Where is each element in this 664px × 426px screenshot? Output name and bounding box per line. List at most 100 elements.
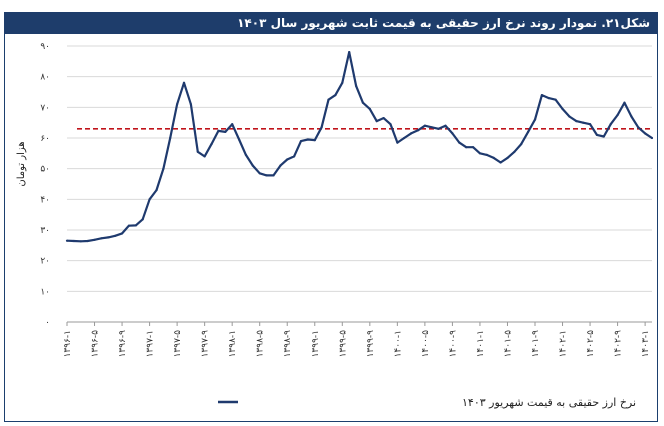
data-point <box>306 138 309 141</box>
x-tick-label: ۱۴۰۰-۹ <box>448 330 458 358</box>
data-point <box>465 146 468 149</box>
data-point <box>416 129 420 132</box>
x-tick-label: ۱۳۹۸-۱ <box>228 330 238 357</box>
data-point <box>196 150 199 153</box>
data-point <box>458 141 461 144</box>
data-point <box>65 239 69 242</box>
x-tick-label: ۱۴۰۱-۱ <box>476 330 486 357</box>
y-tick-label: ۲۰ <box>40 257 50 267</box>
data-point <box>286 158 289 161</box>
y-tick-label: ۷۰ <box>40 103 50 113</box>
data-point <box>265 174 268 177</box>
y-tick-label: ۶۰ <box>40 134 50 144</box>
data-point <box>430 126 433 129</box>
data-point <box>561 107 564 110</box>
x-tick-label: ۱۳۹۷-۱ <box>146 330 156 357</box>
data-point <box>72 239 75 243</box>
data-point <box>93 238 96 241</box>
data-point <box>403 136 406 140</box>
data-point <box>79 240 82 243</box>
data-point <box>540 94 544 97</box>
grid-lines <box>67 45 652 323</box>
x-tick-label: ۱۴۰۱-۹ <box>531 330 541 358</box>
data-point <box>327 98 330 101</box>
x-axis-ticks: ۱۳۹۶-۱ ۱۳۹۶-۵ ۱۳۹۶-۹ ۱۳۹۷-۱ ۱۳۹۷-۵ ۱۳۹۷-۹ ۱۳۹۸… <box>63 322 651 358</box>
data-point <box>492 156 495 159</box>
data-point <box>272 174 275 177</box>
data-point <box>630 115 633 118</box>
data-point <box>217 129 220 132</box>
data-point <box>623 101 626 104</box>
data-point <box>396 141 399 144</box>
legend-label: نرخ ارز حقیقی به قیمت شهریور ۱۴۰۳ <box>462 396 636 409</box>
data-point <box>355 84 358 87</box>
y-tick-label: ۴۰ <box>40 195 50 205</box>
data-point <box>423 124 426 127</box>
data-point <box>203 155 206 158</box>
data-point <box>86 239 89 243</box>
x-tick-label: ۱۴۰۱-۵ <box>503 330 513 358</box>
data-point <box>589 123 592 126</box>
series-points <box>65 51 654 243</box>
data-point <box>148 198 151 201</box>
data-point <box>238 138 241 141</box>
data-point <box>299 140 303 143</box>
y-tick-label: ۱۰ <box>40 287 50 297</box>
data-point <box>334 94 337 97</box>
x-tick-label: ۱۴۰۰-۱ <box>393 330 403 357</box>
data-point <box>527 130 530 133</box>
x-tick-label: ۱۴۰۰-۵ <box>421 330 431 358</box>
data-point <box>100 237 103 240</box>
y-tick-label: ۸۰ <box>40 73 50 83</box>
data-point <box>293 155 296 158</box>
data-point <box>478 152 481 155</box>
data-point <box>361 101 364 104</box>
data-point <box>513 150 516 153</box>
data-point <box>182 81 186 84</box>
x-tick-label: ۱۴۰۲-۹ <box>614 330 624 358</box>
chart-title: شکل۲۱. نمودار روند نرخ ارز حقیقی به قیمت… <box>4 12 658 34</box>
data-point <box>348 51 351 54</box>
data-point <box>650 136 654 140</box>
data-point <box>341 81 344 84</box>
data-point <box>169 136 172 140</box>
data-point <box>644 132 647 135</box>
data-point <box>127 224 130 227</box>
data-point <box>155 189 158 192</box>
data-point <box>258 172 261 175</box>
x-tick-label: ۱۴۰۲-۵ <box>586 330 596 358</box>
data-point <box>162 167 165 170</box>
data-point <box>176 103 179 106</box>
x-tick-label: ۱۳۹۶-۹ <box>118 330 128 358</box>
data-point <box>616 113 619 117</box>
data-point <box>375 120 378 123</box>
data-point <box>368 107 371 110</box>
x-tick-label: ۱۳۹۸-۵ <box>256 330 266 358</box>
data-point <box>568 115 571 118</box>
x-tick-label: ۱۴۰۳-۱ <box>641 330 651 357</box>
y-axis-ticks: ۰ ۱۰ ۲۰ ۳۰ ۴۰ ۵۰ ۶۰ ۷۰ ۸۰ ۹۰ <box>40 42 50 328</box>
x-tick-label: ۱۳۹۹-۱ <box>311 330 321 357</box>
data-point <box>554 98 557 101</box>
y-tick-label: ۳۰ <box>40 226 50 236</box>
data-point <box>506 156 509 159</box>
data-point <box>141 218 144 221</box>
y-axis-label: هزار تومان <box>16 141 27 186</box>
data-point <box>121 232 124 235</box>
data-point <box>410 132 413 135</box>
x-tick-label: ۱۳۹۷-۵ <box>173 330 183 358</box>
data-point <box>251 164 254 167</box>
data-point <box>279 164 282 167</box>
data-point <box>485 153 488 156</box>
data-point <box>320 126 323 129</box>
data-point <box>637 126 640 129</box>
data-point <box>313 139 316 142</box>
y-tick-label: ۵۰ <box>40 165 50 175</box>
y-tick-label: ۰ <box>45 318 50 328</box>
x-tick-label: ۱۳۹۸-۹ <box>283 330 293 358</box>
data-point <box>444 124 447 127</box>
series-line <box>66 51 653 243</box>
data-point <box>107 236 110 239</box>
data-point <box>114 234 117 237</box>
